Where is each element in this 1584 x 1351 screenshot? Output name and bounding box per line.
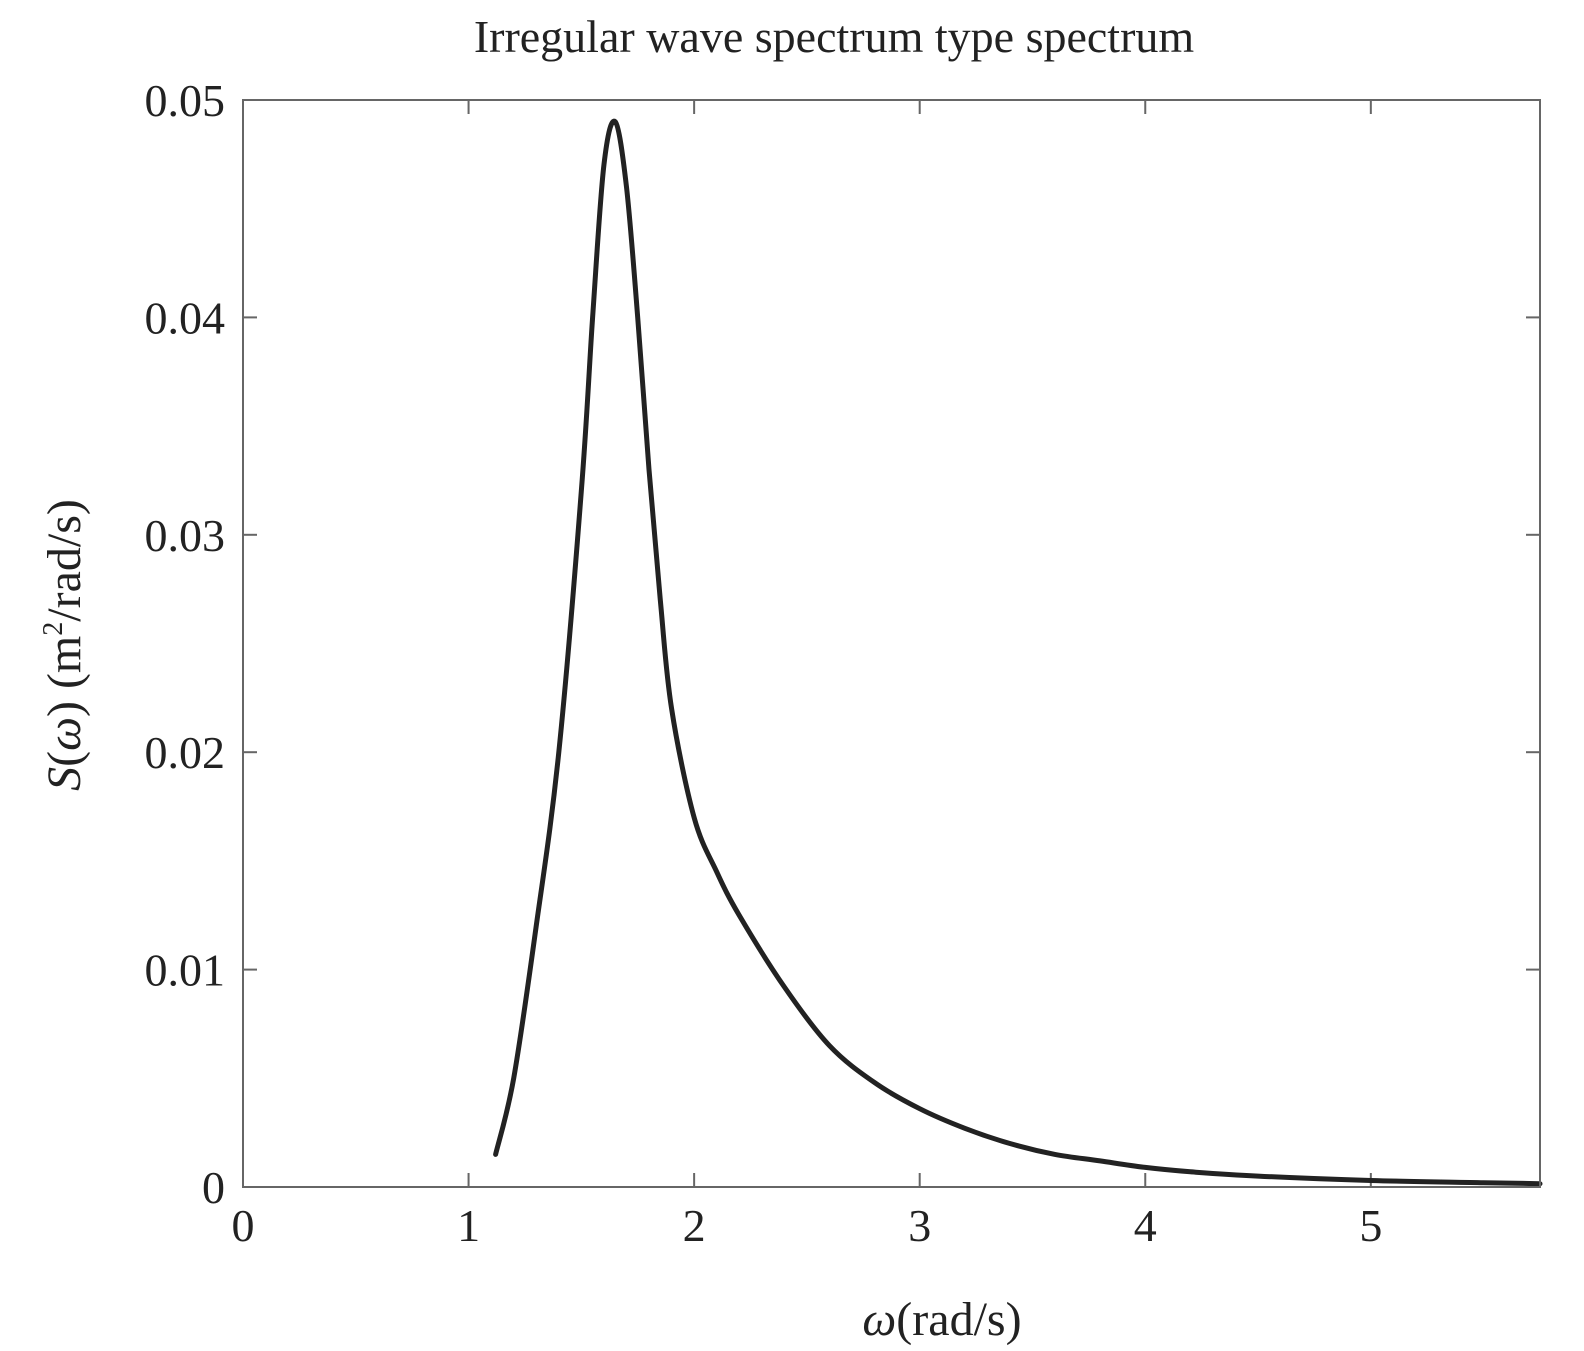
- y-axis-label-arg: ω: [38, 717, 91, 751]
- y-axis-ticks: 0 0.01 0.02 0.03 0.04 0.05: [145, 75, 1540, 1213]
- y-axis-label: S(ω) (m2/rad/s): [38, 499, 91, 791]
- y-tick-label-2: 0.02: [145, 727, 226, 778]
- y-tick-label-0: 0: [202, 1162, 225, 1213]
- y-tick-label-1: 0.01: [145, 945, 226, 996]
- x-tick-label-2: 2: [683, 1200, 706, 1251]
- chart-title: Irregular wave spectrum type spectrum: [474, 11, 1195, 62]
- spectrum-curve: [493, 118, 1543, 1187]
- x-tick-label-0: 0: [232, 1200, 255, 1251]
- y-tick-label-4: 0.04: [145, 292, 226, 343]
- x-axis-ticks: 0 1 2 3 4 5: [232, 100, 1382, 1251]
- x-axis-label-symbol: ω: [862, 1293, 896, 1346]
- x-axis-label-unit: (rad/s): [896, 1293, 1021, 1346]
- x-tick-label-5: 5: [1359, 1200, 1382, 1251]
- x-tick-label-1: 1: [457, 1200, 480, 1251]
- y-tick-label-5: 0.05: [145, 75, 226, 126]
- plot-frame: [242, 99, 1541, 1188]
- y-axis-label-unit-sup: 2: [38, 622, 69, 636]
- y-axis-label-unit-prefix: (m: [38, 636, 91, 701]
- y-tick-label-3: 0.03: [145, 510, 226, 561]
- y-axis-label-open: (: [38, 751, 91, 767]
- x-tick-label-4: 4: [1134, 1200, 1157, 1251]
- y-axis-label-unit-suffix: /rad/s): [38, 499, 91, 622]
- y-axis-label-symbol: S: [38, 767, 91, 791]
- x-axis-label: ω(rad/s): [862, 1293, 1021, 1346]
- y-axis-label-close: ): [38, 701, 91, 717]
- x-tick-label-3: 3: [908, 1200, 931, 1251]
